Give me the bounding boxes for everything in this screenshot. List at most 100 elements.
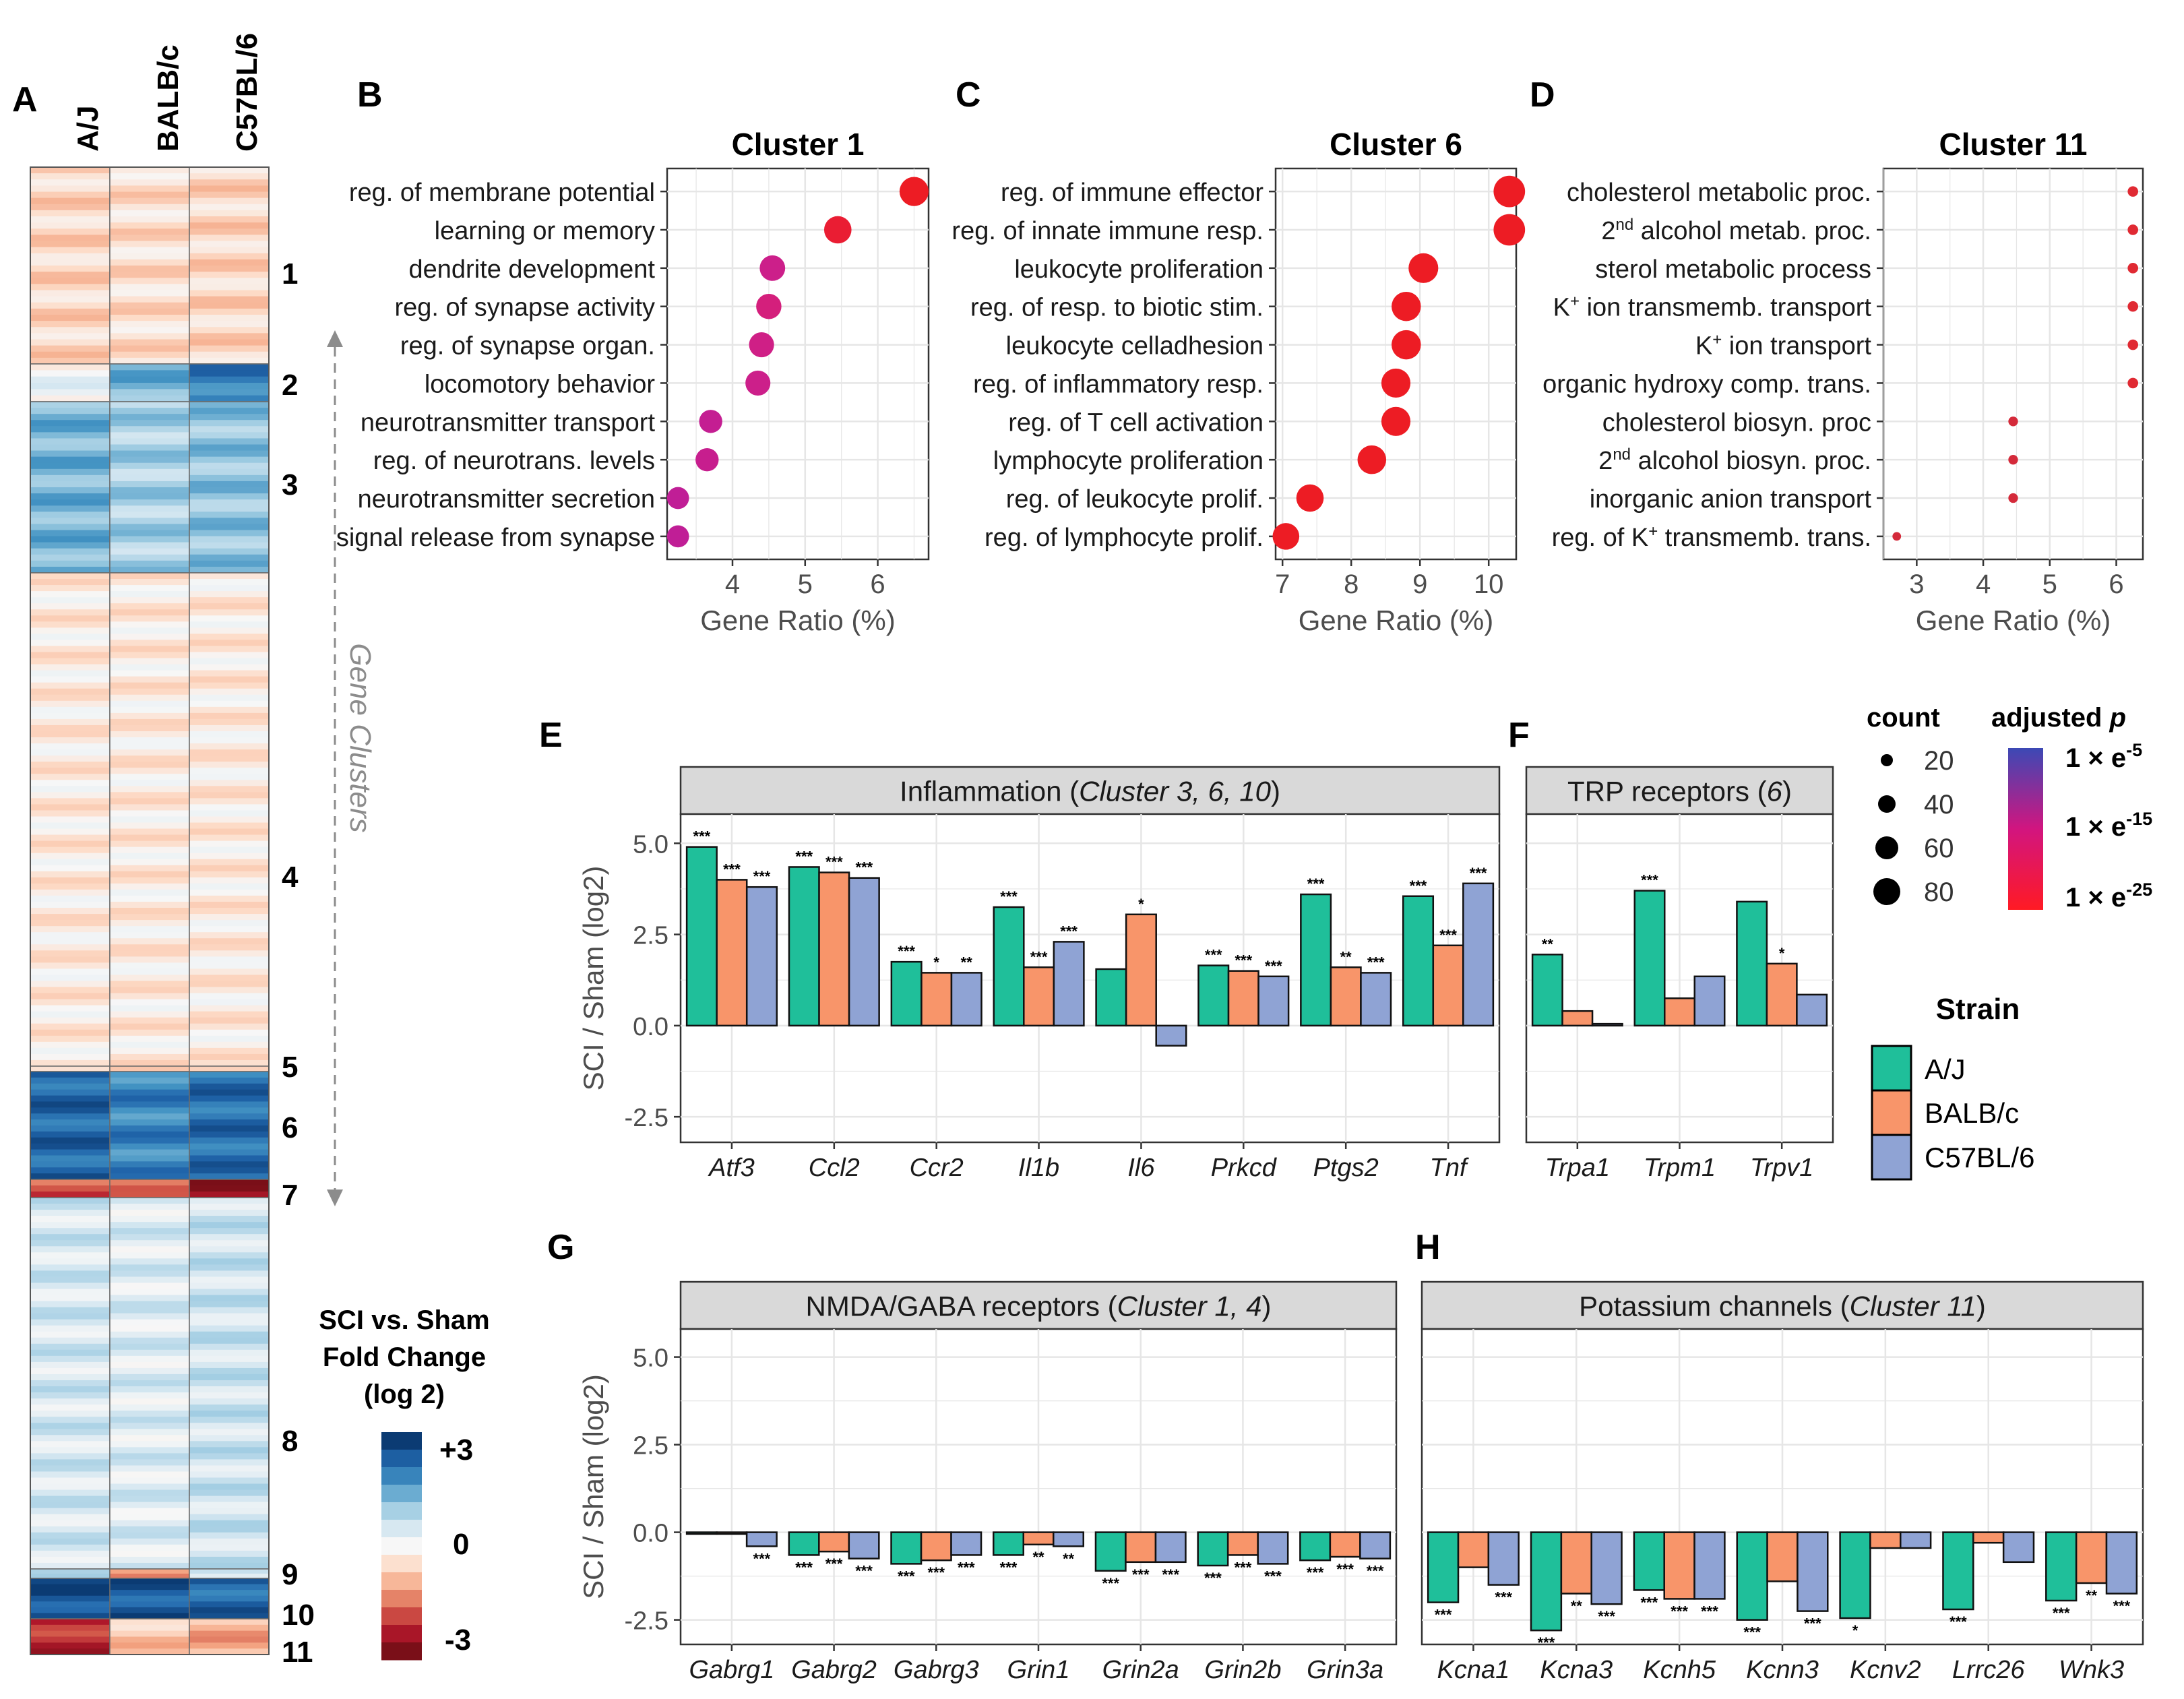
strain-legend-title: Strain bbox=[1936, 993, 2020, 1026]
bar-grin2a-0 bbox=[1094, 1531, 1127, 1572]
heatmap-cell-c1-s0 bbox=[30, 345, 110, 352]
heatmap-cell-c11-s2 bbox=[189, 1648, 269, 1655]
heatmap-col-label-aj: A/J bbox=[71, 106, 104, 152]
bar-gabrg3-2 bbox=[950, 1531, 982, 1556]
heatmap-cell-c6-s0 bbox=[30, 1143, 110, 1150]
heatmap-cell-c4-s0 bbox=[30, 768, 110, 774]
heatmap-cell-c4-s0 bbox=[30, 1047, 110, 1055]
bar-significance: *** bbox=[1538, 1634, 1555, 1651]
heatmap-cell-c3-s0 bbox=[30, 462, 110, 470]
heatmap-cell-c8-s0 bbox=[30, 1270, 110, 1278]
bar-significance: *** bbox=[1000, 1559, 1018, 1576]
heatmap-cell-c10-s2 bbox=[189, 1584, 269, 1590]
heatmap-cell-c8-s0 bbox=[30, 1453, 110, 1460]
strain-legend-label-c57: C57BL/6 bbox=[1925, 1142, 2034, 1173]
heatmap-cell-c3-s0 bbox=[30, 444, 110, 452]
heatmap-cell-c7-s2 bbox=[189, 1185, 269, 1192]
heatmap-cell-c1-s0 bbox=[30, 327, 110, 334]
panel-letter-a: A bbox=[12, 80, 38, 119]
heatmap-cell-c8-s0 bbox=[30, 1276, 110, 1284]
heatmap-cell-c6-s2 bbox=[189, 1137, 269, 1144]
heatmap-cell-c4-s0 bbox=[30, 731, 110, 738]
heatmap-cell-c1-s1 bbox=[110, 259, 189, 266]
bar-significance: *** bbox=[856, 859, 873, 876]
dotplot-dot bbox=[2127, 339, 2138, 350]
heatmap-cell-c8-s1 bbox=[110, 1386, 189, 1393]
heatmap-cell-c10-s0 bbox=[30, 1607, 110, 1614]
heatmap-cell-c4-s0 bbox=[30, 718, 110, 726]
heatmap-cell-c6-s2 bbox=[189, 1107, 269, 1114]
heatmap-cell-c4-s2 bbox=[189, 853, 269, 860]
bar-significance: *** bbox=[1640, 1594, 1658, 1611]
bar-trpm1-1 bbox=[1664, 997, 1695, 1027]
heatmap-cell-c11-s2 bbox=[189, 1630, 269, 1638]
heatmap-cell-c4-s1 bbox=[110, 1047, 189, 1055]
heatmap-cell-c6-s2 bbox=[189, 1072, 269, 1078]
heatmap-cell-c3-s0 bbox=[30, 566, 110, 574]
dotplot-term-label: neurotransmitter transport bbox=[361, 408, 656, 437]
bar-atf3-2 bbox=[745, 886, 778, 1027]
fold-change-scale-step bbox=[381, 1572, 422, 1590]
heatmap-cell-c8-s1 bbox=[110, 1246, 189, 1253]
heatmap-cell-c8-s0 bbox=[30, 1319, 110, 1326]
bar-significance: *** bbox=[1000, 888, 1018, 905]
heatmap-cell-c4-s0 bbox=[30, 853, 110, 860]
heatmap-cell-c6-s2 bbox=[189, 1173, 269, 1180]
bar-ptgs2-1 bbox=[1330, 966, 1362, 1027]
heatmap-cell-c6-s0 bbox=[30, 1131, 110, 1138]
heatmap-cell-c3-s2 bbox=[189, 536, 269, 543]
heatmap-cell-c8-s1 bbox=[110, 1373, 189, 1381]
heatmap-cell-c3-s2 bbox=[189, 444, 269, 452]
heatmap-cell-c4-s1 bbox=[110, 828, 189, 836]
heatmap-cell-c4-s0 bbox=[30, 737, 110, 744]
heatmap-cell-c3-s1 bbox=[110, 426, 189, 433]
heatmap-cell-c1-s2 bbox=[189, 235, 269, 242]
heatmap-cell-c4-s0 bbox=[30, 999, 110, 1006]
heatmap-cell-c4-s2 bbox=[189, 914, 269, 921]
heatmap-cell-c10-s1 bbox=[110, 1607, 189, 1614]
heatmap-cell-c10-s2 bbox=[189, 1578, 269, 1585]
padj-label-1: 1 × e-5 bbox=[2065, 740, 2142, 773]
heatmap-cell-c1-s0 bbox=[30, 179, 110, 186]
heatmap-cell-c4-s1 bbox=[110, 749, 189, 756]
bar-y-tick-label: 5.0 bbox=[633, 830, 668, 859]
bar-significance: *** bbox=[1671, 1603, 1688, 1619]
fold-change-scale-step bbox=[381, 1642, 422, 1661]
heatmap-cell-c4-s0 bbox=[30, 846, 110, 854]
heatmap-cell-c7-s0 bbox=[30, 1185, 110, 1192]
bar-significance: *** bbox=[1102, 1575, 1119, 1592]
dotplot-dot bbox=[1392, 330, 1421, 360]
heatmap-cell-c1-s0 bbox=[30, 216, 110, 223]
heatmap-cell-c6-s0 bbox=[30, 1173, 110, 1180]
bar-significance: *** bbox=[1132, 1566, 1150, 1583]
heatmap-cell-c4-s0 bbox=[30, 621, 110, 628]
heatmap-cell-c10-s0 bbox=[30, 1590, 110, 1597]
heatmap-cell-c4-s2 bbox=[189, 828, 269, 836]
bar-tnf-2 bbox=[1462, 882, 1495, 1027]
heatmap-cell-c3-s1 bbox=[110, 560, 189, 567]
bar-il1b-2 bbox=[1053, 941, 1085, 1027]
heatmap-cell-c4-s1 bbox=[110, 724, 189, 732]
heatmap-cell-c1-s2 bbox=[189, 228, 269, 235]
heatmap-cell-c2-s0 bbox=[30, 395, 110, 402]
heatmap-cell-c8-s0 bbox=[30, 1404, 110, 1411]
bar-significance: *** bbox=[1641, 872, 1658, 889]
heatmap-cell-c5-s0 bbox=[30, 1066, 110, 1072]
heatmap-cell-c3-s1 bbox=[110, 530, 189, 537]
heatmap-cell-c1-s1 bbox=[110, 179, 189, 186]
heatmap-cell-c4-s0 bbox=[30, 579, 110, 586]
bar-ccr2-2 bbox=[950, 972, 982, 1027]
heatmap-cell-c8-s1 bbox=[110, 1367, 189, 1375]
bar-grin2a-1 bbox=[1125, 1531, 1157, 1564]
heatmap-cell-c3-s1 bbox=[110, 481, 189, 488]
fold-change-scale-step bbox=[381, 1537, 422, 1555]
heatmap-cell-c4-s2 bbox=[189, 871, 269, 878]
heatmap-cell-c4-s1 bbox=[110, 859, 189, 866]
heatmap-cell-c4-s2 bbox=[189, 664, 269, 671]
heatmap-cell-c4-s2 bbox=[189, 968, 269, 976]
bar-gabrg3-1 bbox=[920, 1531, 952, 1562]
panel-letter-c: C bbox=[956, 75, 981, 115]
heatmap-cell-c8-s2 bbox=[189, 1544, 269, 1551]
heatmap-cell-c4-s0 bbox=[30, 755, 110, 762]
heatmap-cell-c8-s1 bbox=[110, 1301, 189, 1308]
